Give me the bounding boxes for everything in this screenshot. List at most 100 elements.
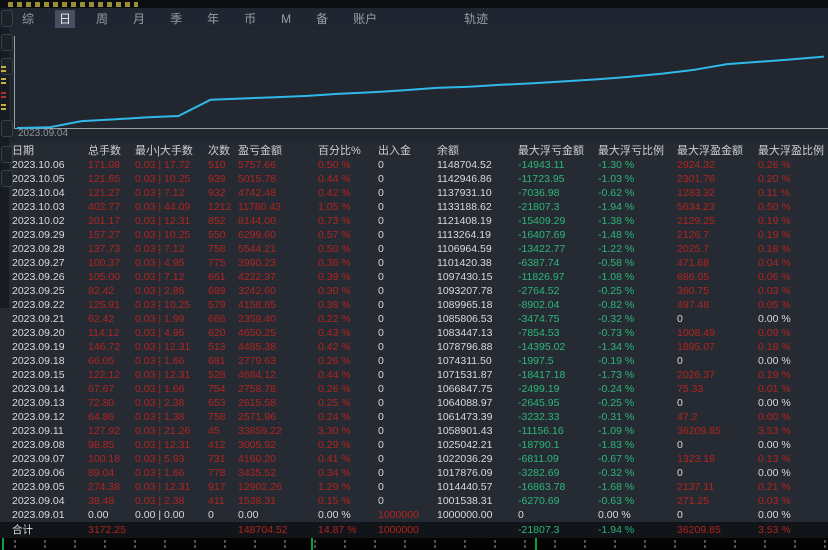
- cell-inout: 0: [378, 327, 384, 339]
- cell-pnl: 5757.66: [238, 159, 276, 171]
- table-row[interactable]: 2023.10.06 171.08 0.03 | 17.72 510 5757.66 0.…: [0, 158, 828, 172]
- toolbar-mark-fragment: [1, 108, 6, 110]
- cell-inout: 0: [378, 369, 384, 381]
- cell-date: 2023.09.26: [12, 271, 65, 283]
- time-axis-green-marker: [2, 538, 4, 550]
- cell-minmax: 0.03 | 7.12: [135, 243, 185, 255]
- time-axis-green-marker: [535, 538, 537, 550]
- cell-pnl: 3990.23: [238, 257, 276, 269]
- table-row[interactable]: 2023.09.19 146.72 0.03 | 12.31 513 4485.38 0.…: [0, 340, 828, 354]
- table-row[interactable]: 2023.09.04 38.48 0.03 | 2.38 411 1538.31 0.15…: [0, 494, 828, 508]
- cell-mfp_pct: 3.53 %: [758, 425, 791, 437]
- cell-lots: 0.00: [88, 509, 109, 521]
- cell-inout: 0: [378, 285, 384, 297]
- tab-周[interactable]: 周: [96, 12, 109, 26]
- table-row[interactable]: 2023.09.13 72.80 0.03 | 2.38 653 2615.58 0.25…: [0, 396, 828, 410]
- table-row[interactable]: 2023.09.12 64.86 0.03 | 1.38 758 2571.96 0.24…: [0, 410, 828, 424]
- cell-times: 653: [208, 397, 226, 409]
- cell-balance: 1085806.53: [437, 313, 493, 325]
- table-row[interactable]: 2023.09.27 100.37 0.03 | 4.95 775 3990.23 0.3…: [0, 256, 828, 270]
- tab-日[interactable]: 日: [55, 10, 76, 28]
- equity-chart-canvas: [14, 36, 828, 129]
- table-row[interactable]: 2023.10.03 402.77 0.03 | 44.09 1212 11780.43…: [0, 200, 828, 214]
- table-row[interactable]: 2023.09.29 157.27 0.03 | 10.25 550 6299.60 0.…: [0, 228, 828, 242]
- table-row[interactable]: 2023.09.06 89.04 0.03 | 1.66 778 3435.52 0.34…: [0, 466, 828, 480]
- cell-balance: 1074311.50: [437, 355, 492, 367]
- table-row[interactable]: 2023.09.18 66.05 0.03 | 1.66 681 2779.63 0.26…: [0, 354, 828, 368]
- cell-minmax: 0.03 | 10.25: [135, 229, 191, 241]
- table-row[interactable]: 2023.09.25 82.42 0.03 | 2.86 689 3242.60 0.30…: [0, 284, 828, 298]
- cell-lots: 274.38: [88, 481, 121, 493]
- table-row[interactable]: 2023.09.14 67.67 0.03 | 1.66 754 2758.78 0.26…: [0, 382, 828, 396]
- cell-times: 758: [208, 411, 226, 423]
- cell-pct: 0.44 %: [318, 369, 351, 381]
- cell-balance: 1000000.00: [437, 509, 493, 521]
- tab-季[interactable]: 季: [170, 12, 183, 26]
- cell-inout: 0: [378, 299, 384, 311]
- cell-minmax: 0.03 | 2.38: [135, 495, 185, 507]
- cell-balance: 1071531.87: [437, 369, 493, 381]
- cell-pct: 0.50 %: [318, 243, 351, 255]
- table-row[interactable]: 2023.09.22 125.91 0.03 | 10.25 579 4158.65 0.…: [0, 298, 828, 312]
- cell-mfl_pct: -0.58 %: [598, 257, 635, 269]
- cell-mfl_pct: -1.83 %: [598, 439, 635, 451]
- table-row[interactable]: 2023.09.05 274.38 0.03 | 12.31 917 12902.26 1…: [0, 480, 828, 494]
- cell-pnl: 5015.78: [238, 173, 276, 185]
- cell-pnl: 11780.43: [238, 201, 282, 213]
- tab-轨迹[interactable]: 轨迹: [464, 12, 489, 26]
- table-row[interactable]: 2023.09.07 100.18 0.03 | 5.93 731 4160.20 0.4…: [0, 452, 828, 466]
- time-axis-ticks: [14, 545, 828, 548]
- tab-备[interactable]: 备: [316, 12, 329, 26]
- cell-mfl: -3282.69: [518, 467, 560, 479]
- cell-balance: [437, 522, 518, 538]
- cell-date: 2023.09.21: [12, 313, 65, 325]
- cell-mfl_pct: -1.38 %: [598, 215, 635, 227]
- table-row[interactable]: 2023.10.04 121.27 0.03 | 7.12 932 4742.48 0.4…: [0, 186, 828, 200]
- cell-mfl: -11156.16: [518, 425, 564, 437]
- table-row[interactable]: 2023.09.20 114.12 0.03 | 4.95 620 4650.25 0.4…: [0, 326, 828, 340]
- cell-lots: 67.67: [88, 383, 115, 395]
- cell-pnl: 4742.48: [238, 187, 276, 199]
- toolbar-mark-fragment: [1, 66, 6, 68]
- table-row[interactable]: 2023.09.21 62.42 0.03 | 1.99 666 2359.40 0.22…: [0, 312, 828, 326]
- cell-mfl: -2764.52: [518, 285, 560, 297]
- cell-mfp_pct: 0.13 %: [758, 453, 791, 465]
- cell-pnl: 4160.20: [238, 453, 276, 465]
- table-row[interactable]: 2023.10.05 121.65 0.03 | 10.25 939 5015.78 0.…: [0, 172, 828, 186]
- cell-lots: 98.85: [88, 439, 115, 451]
- cell-pnl: 4158.65: [238, 299, 276, 311]
- cell-date: 2023.10.02: [12, 215, 65, 227]
- table-row[interactable]: 2023.09.15 122.12 0.03 | 12.31 528 4684.12 0.…: [0, 368, 828, 382]
- table-row[interactable]: 2023.09.08 98.85 0.03 | 12.31 412 3005.92 0.2…: [0, 438, 828, 452]
- tab-M[interactable]: M: [281, 12, 292, 26]
- tab-年[interactable]: 年: [207, 12, 220, 26]
- table-row[interactable]: 2023.09.28 137.73 0.03 | 7.12 758 5544.21 0.5…: [0, 242, 828, 256]
- cell-mfp_pct: 0.19 %: [758, 215, 791, 227]
- cell-mfl_pct: -0.25 %: [598, 285, 635, 297]
- table-row[interactable]: 2023.09.26 105.00 0.03 | 7.12 661 4222.37 0.3…: [0, 270, 828, 284]
- cell-balance: 1097430.15: [437, 271, 493, 283]
- cell-date: 2023.09.05: [12, 481, 65, 493]
- table-row[interactable]: 2023.09.11 127.92 0.03 | 21.26 45 33859.22 3.…: [0, 424, 828, 438]
- cell-minmax: 0.03 | 1.99: [135, 313, 185, 325]
- cell-mfl_pct: -0.67 %: [598, 453, 635, 465]
- tab-币[interactable]: 币: [244, 12, 257, 26]
- cell-mfl: -14943.11: [518, 159, 565, 171]
- table-row[interactable]: 2023.10.02 201.17 0.03 | 12.31 852 8144.00 0.…: [0, 214, 828, 228]
- cell-lots: 100.37: [88, 257, 121, 269]
- chart-start-date-label: 2023.09.04: [18, 128, 69, 139]
- tab-综[interactable]: 综: [22, 12, 35, 26]
- cell-lots: 66.05: [88, 355, 115, 367]
- tab-账户[interactable]: 账户: [353, 12, 378, 26]
- cell-mfp: 1895.07: [677, 341, 715, 353]
- cell-mfp_pct: 0.01 %: [758, 383, 791, 395]
- cell-times: 1212: [208, 201, 232, 213]
- cell-mfp: 1283.32: [677, 187, 715, 199]
- table-row[interactable]: 2023.09.01 0.00 0.00 | 0.00 0 0.00 0.00 % 1000…: [0, 508, 828, 522]
- cell-mfl_pct: -1.94 %: [598, 201, 635, 213]
- cell-mfl: -16407.69: [518, 229, 566, 241]
- cell-lots: 125.91: [88, 299, 121, 311]
- cell-pct: 0.41 %: [318, 453, 351, 465]
- tab-月[interactable]: 月: [133, 12, 146, 26]
- total-row[interactable]: 合计 3172.25 148704.52 14.87 % 1000000 -21807.3…: [0, 522, 828, 538]
